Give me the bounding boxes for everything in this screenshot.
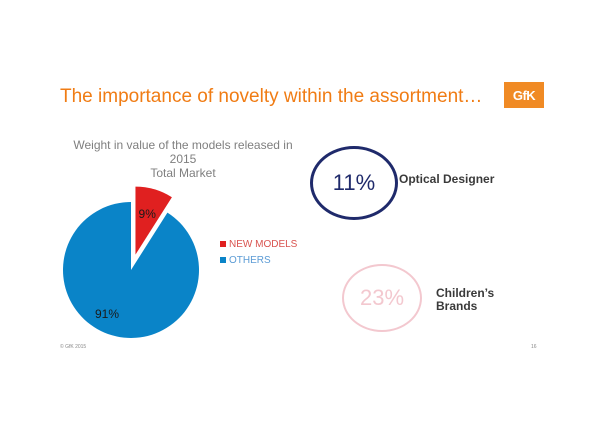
kpi-optical-designer-label-line: Optical Designer <box>399 172 495 186</box>
slide-title: The importance of novelty within the ass… <box>60 86 483 107</box>
pie-label-new-models: 9% <box>139 207 157 221</box>
footer-copyright: © GfK 2015 <box>60 344 87 350</box>
legend-label-others: OTHERS <box>229 254 271 266</box>
legend-item-others: OTHERS <box>220 252 297 268</box>
chart-legend: NEW MODELS OTHERS <box>220 236 297 268</box>
pie-slice-new-models <box>135 186 172 255</box>
pie-slice-others <box>62 202 199 338</box>
chart-title: Weight in value of the models released i… <box>60 138 306 180</box>
page-number: 16 <box>531 344 537 350</box>
gfk-logo: GfK <box>504 82 544 108</box>
legend-swatch-others <box>220 257 226 263</box>
chart-title-line-2: Total Market <box>150 166 216 180</box>
kpi-optical-designer-circle: 11% <box>310 146 398 220</box>
kpi-childrens-brands-label-line-1: Children’s <box>436 286 495 300</box>
pie-label-others: 91% <box>95 307 119 321</box>
legend-item-new-models: NEW MODELS <box>220 236 297 252</box>
legend-label-new-models: NEW MODELS <box>229 238 298 250</box>
kpi-childrens-brands-label-line-2: Brands <box>436 299 478 313</box>
kpi-childrens-brands-label: Children’s Brands <box>436 287 494 313</box>
kpi-childrens-brands-circle: 23% <box>342 264 422 332</box>
legend-swatch-new-models <box>220 241 226 247</box>
chart-title-line-1: Weight in value of the models released i… <box>73 138 293 166</box>
kpi-optical-designer-label: Optical Designer <box>399 173 494 186</box>
